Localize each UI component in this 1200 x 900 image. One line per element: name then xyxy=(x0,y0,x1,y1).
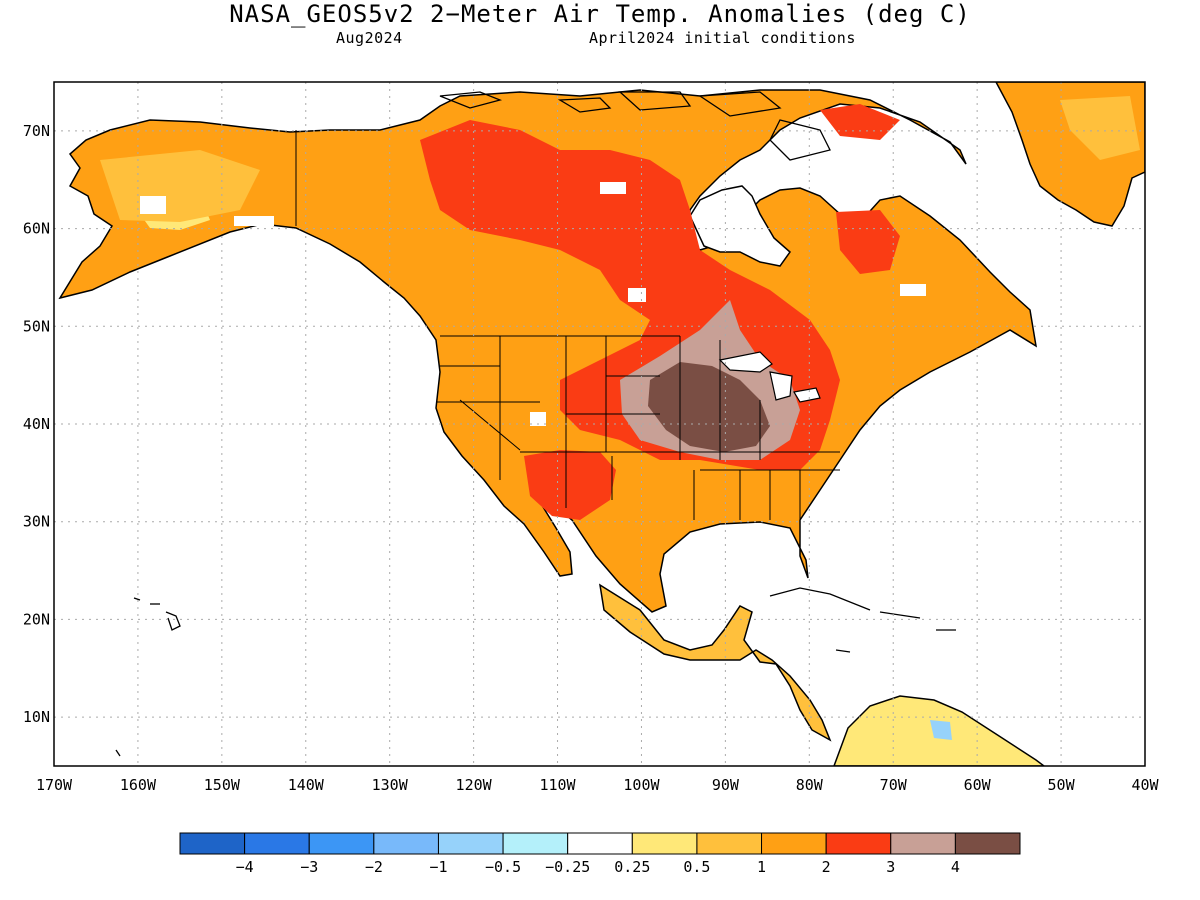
colorbar-swatch xyxy=(696,832,763,855)
colorbar-label: 4 xyxy=(951,858,960,876)
latitude-label: 20N xyxy=(23,610,50,628)
colorbar-label: 0.25 xyxy=(614,858,650,876)
longitude-label: 130W xyxy=(372,776,409,794)
colorbar-swatch xyxy=(631,832,698,855)
colorbar-swatch xyxy=(825,832,892,855)
quebec-hot-zone xyxy=(836,210,900,274)
colorbar-swatch xyxy=(502,832,569,855)
colorbar-swatch xyxy=(373,832,439,855)
north-america-landmass xyxy=(58,89,1038,613)
colorbar-label: 0.5 xyxy=(683,858,710,876)
hudson-bay xyxy=(689,185,792,267)
colorbar-label: −0.5 xyxy=(485,858,521,876)
caribbean-islands xyxy=(769,587,956,653)
greenland-warm-patch xyxy=(1060,96,1140,160)
hawaiian-islands xyxy=(115,597,181,757)
latitude-label: 60N xyxy=(23,220,50,238)
arctic-islands xyxy=(439,91,831,161)
longitude-label: 80W xyxy=(796,776,824,794)
southwest-hot-zone xyxy=(524,450,616,520)
colorbar-label: −0.25 xyxy=(545,858,590,876)
colorbar-swatch xyxy=(890,832,956,855)
great-lakes xyxy=(718,351,821,403)
longitude-label: 140W xyxy=(288,776,325,794)
longitude-labels: 170W 160W 150W 140W 130W 120W 110W 100W 90W 80W 70… xyxy=(36,776,1160,794)
valid-month-label: Aug2024 xyxy=(336,29,403,47)
map-frame xyxy=(53,81,1146,767)
south-america-cool-patch xyxy=(930,720,952,740)
latitude-label: 70N xyxy=(23,122,50,140)
colorbar-swatch xyxy=(954,832,1021,855)
longitude-label: 110W xyxy=(539,776,576,794)
colorbar-label: 2 xyxy=(822,858,831,876)
colorbar-label: −3 xyxy=(300,858,318,876)
colorbar-label: 1 xyxy=(757,858,766,876)
political-borders xyxy=(295,130,840,520)
colorbar-label: 3 xyxy=(886,858,895,876)
midwest-brown-zone xyxy=(648,362,770,452)
latitude-label: 50N xyxy=(23,317,50,335)
colorbar-label: −1 xyxy=(429,858,447,876)
central-america-landmass xyxy=(598,583,832,742)
colorbar-swatch xyxy=(567,832,633,855)
colorbar: −4 −3 −2 −1 −0.5 −0.25 0.25 0.5 1 2 3 4 xyxy=(179,832,1021,876)
colorbar-swatch xyxy=(179,832,246,855)
longitude-label: 120W xyxy=(456,776,493,794)
latitude-label: 30N xyxy=(23,513,50,531)
longitude-label: 170W xyxy=(36,776,73,794)
colorbar-label: −2 xyxy=(365,858,383,876)
longitude-label: 40W xyxy=(1131,776,1159,794)
longitude-label: 50W xyxy=(1048,776,1076,794)
anomaly-field xyxy=(58,82,1145,766)
map-title: NASA_GEOS5v2 2−Meter Air Temp. Anomalies… xyxy=(229,0,971,28)
latitude-labels: 70N 60N 50N 40N 30N 20N 10N xyxy=(23,122,50,726)
longitude-label: 90W xyxy=(712,776,740,794)
colorbar-swatch xyxy=(761,832,827,855)
longitude-label: 60W xyxy=(964,776,992,794)
colorbar-swatch xyxy=(244,832,310,855)
initial-conditions-label: April2024 initial conditions xyxy=(589,29,856,47)
latitude-label: 40N xyxy=(23,415,50,433)
longitude-label: 160W xyxy=(120,776,157,794)
latitude-label: 10N xyxy=(23,708,50,726)
colorbar-label: −4 xyxy=(236,858,254,876)
longitude-label: 70W xyxy=(880,776,908,794)
no-data-patches xyxy=(140,182,926,426)
longitude-label: 100W xyxy=(623,776,660,794)
longitude-label: 150W xyxy=(204,776,241,794)
colorbar-swatch xyxy=(308,832,375,855)
colorbar-swatch xyxy=(437,832,504,855)
